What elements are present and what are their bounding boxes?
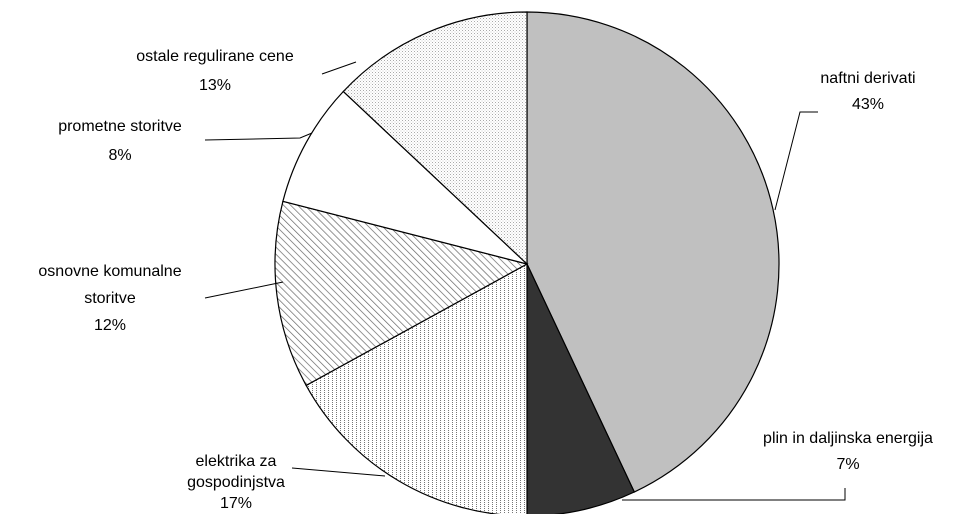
label-name: elektrika za gospodinjstva [187,453,285,491]
pie-slice [274,200,529,387]
slice-label: naftni derivati 43% [778,66,958,118]
pie-slice [282,90,528,265]
leader-line [204,132,313,141]
label-name: osnovne komunalne storitve [38,263,182,307]
slice-label: ostale regulirane cene 13% [95,42,335,100]
label-value: 8% [108,147,132,164]
pie-slice [342,11,528,266]
pie-slice [305,262,528,514]
label-value: 12% [93,317,127,334]
label-value: 13% [198,77,232,94]
pie-slice [526,11,780,493]
leader-line [622,488,846,501]
leader-line [204,281,284,299]
pie [274,11,780,514]
leader-line [321,61,357,75]
slice-label: plin in daljinska energija 7% [728,426,962,478]
slice-label: elektrika za gospodinjstva 17% [166,451,306,514]
label-value: 17% [219,495,253,512]
label-name: ostale regulirane cene [136,48,294,65]
label-value: 43% [851,96,885,113]
slice-label: prometne storitve 8% [20,112,220,170]
label-name: prometne storitve [58,118,182,135]
slice-label: osnovne komunalne storitve 12% [20,258,200,339]
leader-line [774,111,818,211]
leader-line [291,467,386,477]
pie-slice [526,263,636,514]
label-value: 7% [836,456,860,473]
label-name: naftni derivati [820,70,916,87]
label-name: plin in daljinska energija [763,430,933,447]
